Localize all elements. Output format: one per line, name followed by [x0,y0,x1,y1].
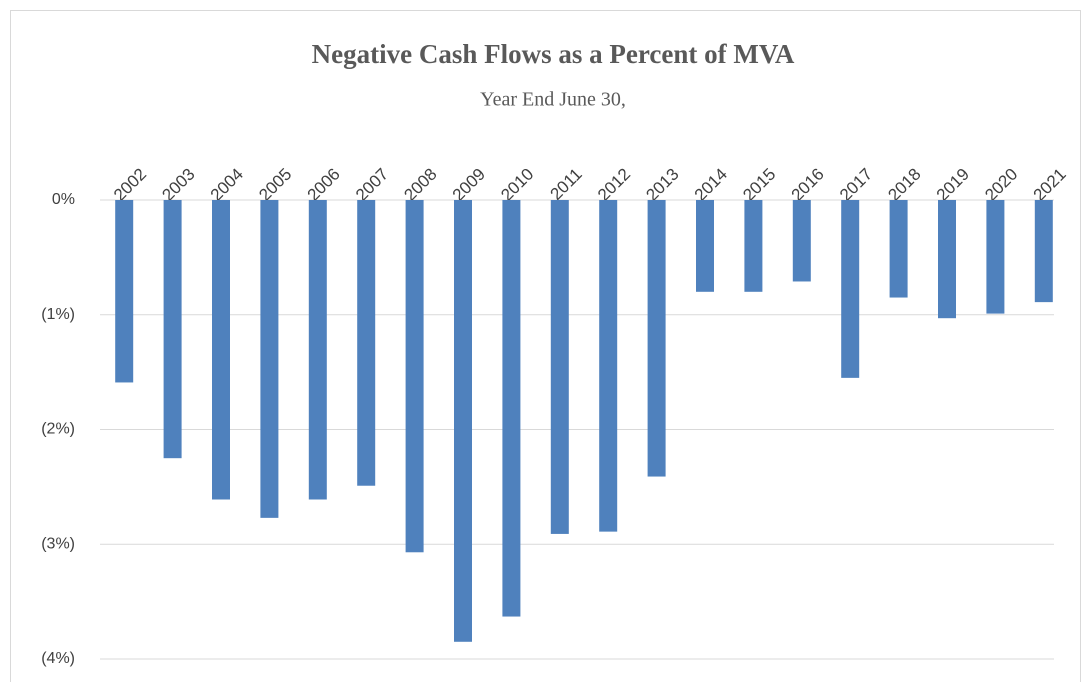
chart-subtitle: Year End June 30, [480,89,626,111]
bar [163,200,182,459]
y-tick-label: 0% [52,191,75,208]
bar [405,200,424,553]
bar [212,200,230,500]
y-tick-label: (1%) [41,306,75,323]
bar [841,200,860,378]
y-tick-label: (3%) [41,535,75,552]
bar [696,200,714,292]
bar [357,200,376,486]
bar [792,200,811,282]
bar [938,200,956,319]
bar [115,200,134,383]
bar [454,200,472,642]
y-tick-label: (2%) [41,421,75,438]
chart-frame [10,10,1081,682]
bar [502,200,521,617]
bar [308,200,327,500]
bar [889,200,908,298]
bar [744,200,763,292]
bar [260,200,279,518]
chart-title: Negative Cash Flows as a Percent of MVA [312,39,795,69]
bar [599,200,618,532]
bar [1034,200,1053,303]
bar [647,200,666,477]
bar [550,200,569,534]
y-tick-label: (4%) [41,650,75,667]
bar [986,200,1005,314]
